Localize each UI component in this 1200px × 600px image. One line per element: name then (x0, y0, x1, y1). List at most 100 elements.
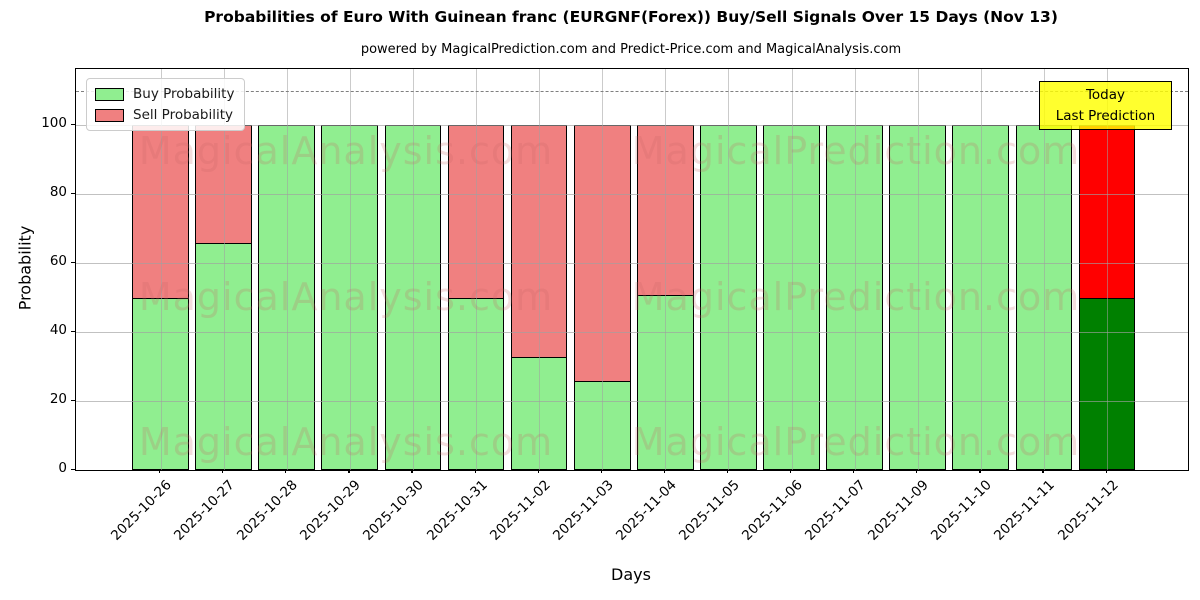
watermark-text: MagicalAnalysis.com (138, 275, 554, 319)
x-tick-mark (348, 469, 350, 473)
bar-segment-sell (1078, 125, 1136, 299)
h-gridline (76, 263, 1188, 265)
bar-segment-sell (636, 125, 694, 296)
bar-segment-buy (132, 297, 189, 470)
legend-item-buy: Buy Probability (95, 86, 234, 102)
h-gridline (76, 332, 1188, 334)
y-tick-mark (71, 123, 75, 126)
legend-item-sell: Sell Probability (95, 107, 234, 123)
v-gridline (854, 69, 856, 470)
v-gridline (223, 69, 225, 470)
v-gridline (917, 69, 919, 470)
y-tick-mark (71, 468, 75, 470)
bar-segment-sell (510, 125, 568, 358)
x-tick-label-text: 2025-11-05 (675, 477, 743, 544)
chart-title: Probabilities of Euro With Guinean franc… (204, 8, 1058, 26)
x-tick-label-text: 2025-11-02 (486, 477, 554, 544)
bar-group (763, 69, 820, 470)
x-tick-label-text: 2025-11-12 (1054, 477, 1122, 544)
y-tick-mark (71, 330, 75, 332)
v-gridline (286, 69, 288, 470)
legend-label-buy: Buy Probability (133, 86, 235, 102)
x-tick-label-text: 2025-10-29 (297, 477, 365, 544)
bar-segment-sell (447, 125, 505, 299)
v-gridline (728, 69, 730, 470)
x-tick-label-text: 2025-11-07 (802, 477, 869, 544)
x-tick-label-text: 2025-11-09 (865, 477, 933, 544)
v-gridline (602, 69, 604, 470)
x-tick-mark (853, 469, 855, 473)
h-gridline (76, 401, 1188, 403)
x-tick-mark (1105, 469, 1107, 473)
bar-segment-buy (952, 125, 1010, 470)
x-tick-mark (222, 469, 224, 473)
x-tick-mark (600, 469, 602, 473)
today-annotation: Today Last Prediction (1039, 81, 1172, 130)
v-gridline (160, 69, 162, 470)
x-tick-label-text: 2025-11-06 (739, 477, 806, 544)
x-tick-mark (663, 469, 666, 473)
bar-group (447, 69, 505, 470)
h-gridline (76, 125, 1188, 127)
v-gridline (791, 69, 793, 470)
legend: Buy Probability Sell Probability (86, 78, 246, 131)
y-tick-label: 20 (49, 391, 67, 408)
bar-group (636, 69, 694, 470)
y-tick-label: 0 (58, 460, 67, 476)
bar-segment-buy (447, 297, 505, 470)
today-annotation-line2: Last Prediction (1055, 107, 1156, 124)
x-tick-label-text: 2025-11-10 (928, 477, 996, 544)
x-tick-mark (537, 469, 539, 473)
y-tick-label: 60 (49, 253, 67, 270)
x-tick-mark (474, 469, 476, 473)
bar-group (195, 69, 252, 470)
bar-group (510, 69, 568, 470)
y-tick-label: 40 (49, 322, 67, 339)
x-tick-label-text: 2025-11-11 (991, 477, 1059, 544)
legend-label-sell: Sell Probability (133, 107, 234, 123)
v-gridline (476, 69, 477, 470)
buy-swatch-icon (95, 87, 124, 101)
chart-subtitle: powered by MagicalPrediction.com and Pre… (360, 42, 902, 57)
watermark-text: MagicalAnalysis.com (138, 129, 554, 173)
y-tick-mark (71, 192, 75, 195)
bar-group (132, 69, 189, 470)
x-tick-mark (285, 469, 287, 473)
x-tick-label-text: 2025-10-28 (234, 477, 302, 544)
x-tick-label-text: 2025-11-04 (612, 477, 680, 544)
bar-segment-buy (636, 294, 694, 470)
v-gridline (412, 69, 414, 470)
y-tick-label: 80 (49, 184, 67, 201)
v-gridline (539, 69, 541, 470)
bar-group (321, 69, 379, 470)
bar-group (826, 69, 883, 470)
v-gridline (665, 69, 667, 470)
bar-group (952, 69, 1010, 470)
x-tick-mark (159, 469, 161, 473)
plot-area: Buy Probability Sell Probability Today L… (75, 68, 1189, 471)
v-gridline (1107, 69, 1108, 470)
x-tick-mark (979, 469, 981, 473)
watermark-text: MagicalPrediction.com (631, 275, 1081, 319)
x-tick-label-text: 2025-10-31 (423, 477, 491, 544)
x-axis-label: Days (611, 565, 651, 584)
v-gridline (1043, 69, 1045, 470)
watermark-text: MagicalAnalysis.com (138, 420, 554, 464)
y-tick-mark (71, 399, 75, 401)
dashed-threshold-line (76, 90, 1188, 92)
h-gridline (76, 194, 1188, 196)
y-tick-label: 100 (41, 115, 67, 132)
bar-segment-buy (1078, 297, 1136, 470)
watermark-text: MagicalPrediction.com (631, 129, 1081, 173)
sell-swatch-icon (95, 108, 124, 122)
bar-segment-sell (132, 125, 189, 299)
today-annotation-line1: Today (1085, 87, 1126, 104)
x-tick-label-text: 2025-11-03 (549, 477, 617, 544)
x-tick-mark (411, 469, 413, 473)
v-gridline (980, 69, 982, 470)
bar-segment-buy (321, 125, 379, 470)
x-tick-label-text: 2025-10-26 (108, 477, 175, 544)
x-tick-label-text: 2025-10-27 (171, 477, 238, 544)
x-tick-mark (726, 469, 729, 473)
